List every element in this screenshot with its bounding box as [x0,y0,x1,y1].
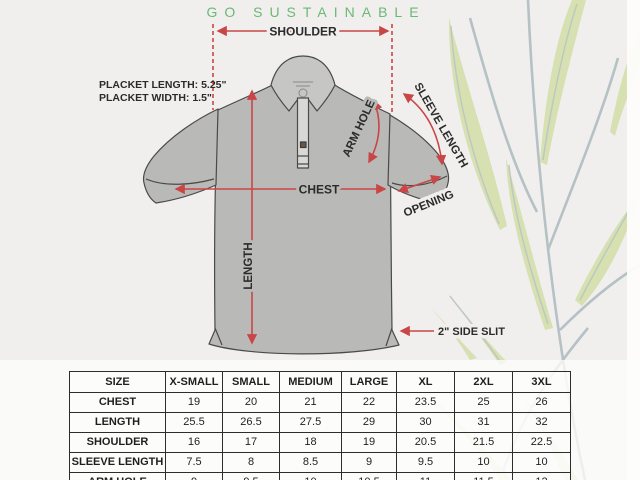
row-label: LENGTH [69,412,166,433]
size-value-cell: 22.5 [512,432,571,453]
size-value-cell: 9.5 [396,452,455,473]
row-label: ARM HOLE [69,472,166,480]
size-value-cell: 26.5 [222,412,280,433]
size-value-cell: 7.5 [165,452,223,473]
size-value-cell: 31 [454,412,513,433]
row-label: CHEST [69,392,166,413]
col-header-xl: XL [396,371,455,393]
size-value-cell: 27.5 [279,412,342,433]
size-value-cell: 8 [222,452,280,473]
collar [270,55,336,112]
opening-arrow [397,174,442,194]
size-value-cell: 17 [222,432,280,453]
leaf-veins [449,3,635,361]
brand-crest-icon [293,81,313,98]
size-value-cell: 9 [341,452,397,473]
length-label: LENGTH [243,242,255,289]
size-chart-table: SIZE X-SMALL SMALL MEDIUM LARGE XL 2XL 3… [69,371,571,480]
size-value-cell: 11.5 [454,472,513,480]
size-value-cell: 16 [165,432,223,453]
size-value-cell: 10 [279,472,342,480]
placket-button [299,141,307,149]
size-value-cell: 25 [454,392,513,413]
size-value-cell: 10 [512,452,571,473]
size-value-cell: 12 [512,472,571,480]
col-header-large: LARGE [341,371,397,393]
size-value-cell: 9 [165,472,223,480]
size-value-cell: 8.5 [279,452,342,473]
table-row-sleeve-length: SLEEVE LENGTH 7.5 8 8.5 9 9.5 10 10 [69,452,571,473]
size-value-cell: 20.5 [396,432,455,453]
size-value-cell: 9.5 [222,472,280,480]
placket-width-label: PLACKET WIDTH: 1.5" [99,92,212,104]
size-value-cell: 21 [279,392,342,413]
table-row-length: LENGTH 25.5 26.5 27.5 29 30 31 32 [69,412,571,433]
size-value-cell: 20 [222,392,280,413]
row-label: SLEEVE LENGTH [69,452,166,473]
size-value-cell: 21.5 [454,432,513,453]
col-header-xsmall: X-SMALL [165,371,223,393]
size-value-cell: 10 [454,452,513,473]
placket-stitch-lines [297,155,309,165]
size-value-cell: 30 [396,412,455,433]
side-slit-line [385,327,393,347]
page-title: GO SUSTAINABLE [206,4,426,20]
right-white-strip [627,0,640,480]
size-value-cell: 23.5 [396,392,455,413]
col-header-2xl: 2XL [454,371,513,393]
size-value-cell: 26 [512,392,571,413]
chest-label: CHEST [299,183,340,197]
size-value-cell: 19 [165,392,223,413]
table-row-shoulder: SHOULDER 16 17 18 19 20.5 21.5 22.5 [69,432,571,453]
col-header-size: SIZE [69,371,166,393]
size-value-cell: 18 [279,432,342,453]
size-value-cell: 22 [341,392,397,413]
arm-hole-arrow [368,99,383,164]
row-label: SHOULDER [69,432,166,453]
placket [296,97,310,169]
table-row-arm-hole: ARM HOLE 9 9.5 10 10.5 11 11.5 12 [69,472,571,480]
size-value-cell: 25.5 [165,412,223,433]
col-header-small: SMALL [222,371,280,393]
measurement-arrows [174,24,447,345]
col-header-3xl: 3XL [512,371,571,393]
table-row-chest: CHEST 19 20 21 22 23.5 25 26 [69,392,571,413]
left-sleeve [142,108,219,204]
placket-length-label: PLACKET LENGTH: 5.25" [99,79,227,91]
table-header-row: SIZE X-SMALL SMALL MEDIUM LARGE XL 2XL 3… [69,371,571,393]
size-value-cell: 11 [396,472,455,480]
size-value-cell: 29 [341,412,397,433]
size-value-cell: 32 [512,412,571,433]
shoulder-label: SHOULDER [269,25,337,39]
side-slit-label: 2" SIDE SLIT [438,326,505,338]
side-slit-line [214,327,223,346]
size-value-cell: 19 [341,432,397,453]
sleeve-length-arrow [402,93,447,166]
size-table-wrap: SIZE X-SMALL SMALL MEDIUM LARGE XL 2XL 3… [69,371,571,480]
size-value-cell: 10.5 [341,472,397,480]
col-header-medium: MEDIUM [279,371,342,393]
